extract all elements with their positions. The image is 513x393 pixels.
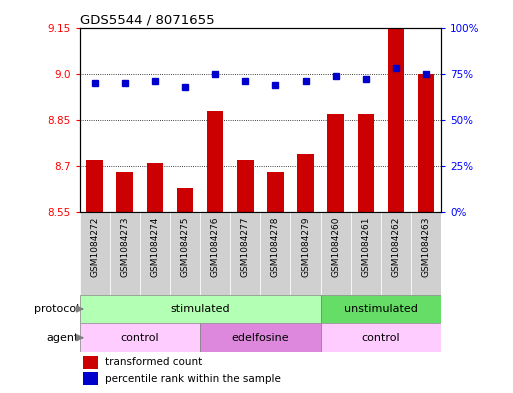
Bar [176, 188, 193, 212]
Bar [86, 160, 103, 212]
Bar [327, 114, 344, 212]
Bar [237, 160, 253, 212]
Text: GSM1084260: GSM1084260 [331, 217, 340, 277]
Bar [351, 212, 381, 295]
Bar [411, 212, 441, 295]
Bar [170, 212, 200, 295]
Text: percentile rank within the sample: percentile rank within the sample [105, 374, 281, 384]
Text: GSM1084261: GSM1084261 [361, 217, 370, 277]
Bar [83, 356, 97, 369]
Bar [260, 212, 290, 295]
Bar [200, 212, 230, 295]
Text: GSM1084263: GSM1084263 [422, 217, 430, 277]
Bar [321, 295, 441, 323]
Text: edelfosine: edelfosine [231, 333, 289, 343]
Bar [80, 212, 110, 295]
Bar [147, 163, 163, 212]
Bar [110, 212, 140, 295]
Bar [80, 295, 321, 323]
Text: transformed count: transformed count [105, 358, 202, 367]
Text: control: control [362, 333, 400, 343]
Text: GSM1084274: GSM1084274 [150, 217, 160, 277]
Bar [358, 114, 374, 212]
Bar [83, 373, 97, 386]
Text: agent: agent [47, 333, 79, 343]
Bar [321, 323, 441, 352]
Bar [80, 323, 200, 352]
Text: GDS5544 / 8071655: GDS5544 / 8071655 [80, 13, 214, 26]
Bar [116, 173, 133, 212]
Text: protocol: protocol [34, 304, 79, 314]
Text: GSM1084277: GSM1084277 [241, 217, 250, 277]
Text: control: control [121, 333, 159, 343]
Bar [290, 212, 321, 295]
Bar [200, 323, 321, 352]
Bar [140, 212, 170, 295]
Text: stimulated: stimulated [170, 304, 230, 314]
Text: GSM1084262: GSM1084262 [391, 217, 401, 277]
Bar [297, 154, 314, 212]
Bar [207, 111, 224, 212]
Bar [267, 173, 284, 212]
Text: GSM1084276: GSM1084276 [211, 217, 220, 277]
Text: GSM1084272: GSM1084272 [90, 217, 99, 277]
Bar [321, 212, 351, 295]
Text: GSM1084275: GSM1084275 [181, 217, 189, 277]
Text: GSM1084273: GSM1084273 [120, 217, 129, 277]
Text: unstimulated: unstimulated [344, 304, 418, 314]
Text: GSM1084279: GSM1084279 [301, 217, 310, 277]
Bar [230, 212, 261, 295]
Text: GSM1084278: GSM1084278 [271, 217, 280, 277]
Bar [381, 212, 411, 295]
Bar [388, 28, 404, 212]
Bar [418, 74, 435, 212]
